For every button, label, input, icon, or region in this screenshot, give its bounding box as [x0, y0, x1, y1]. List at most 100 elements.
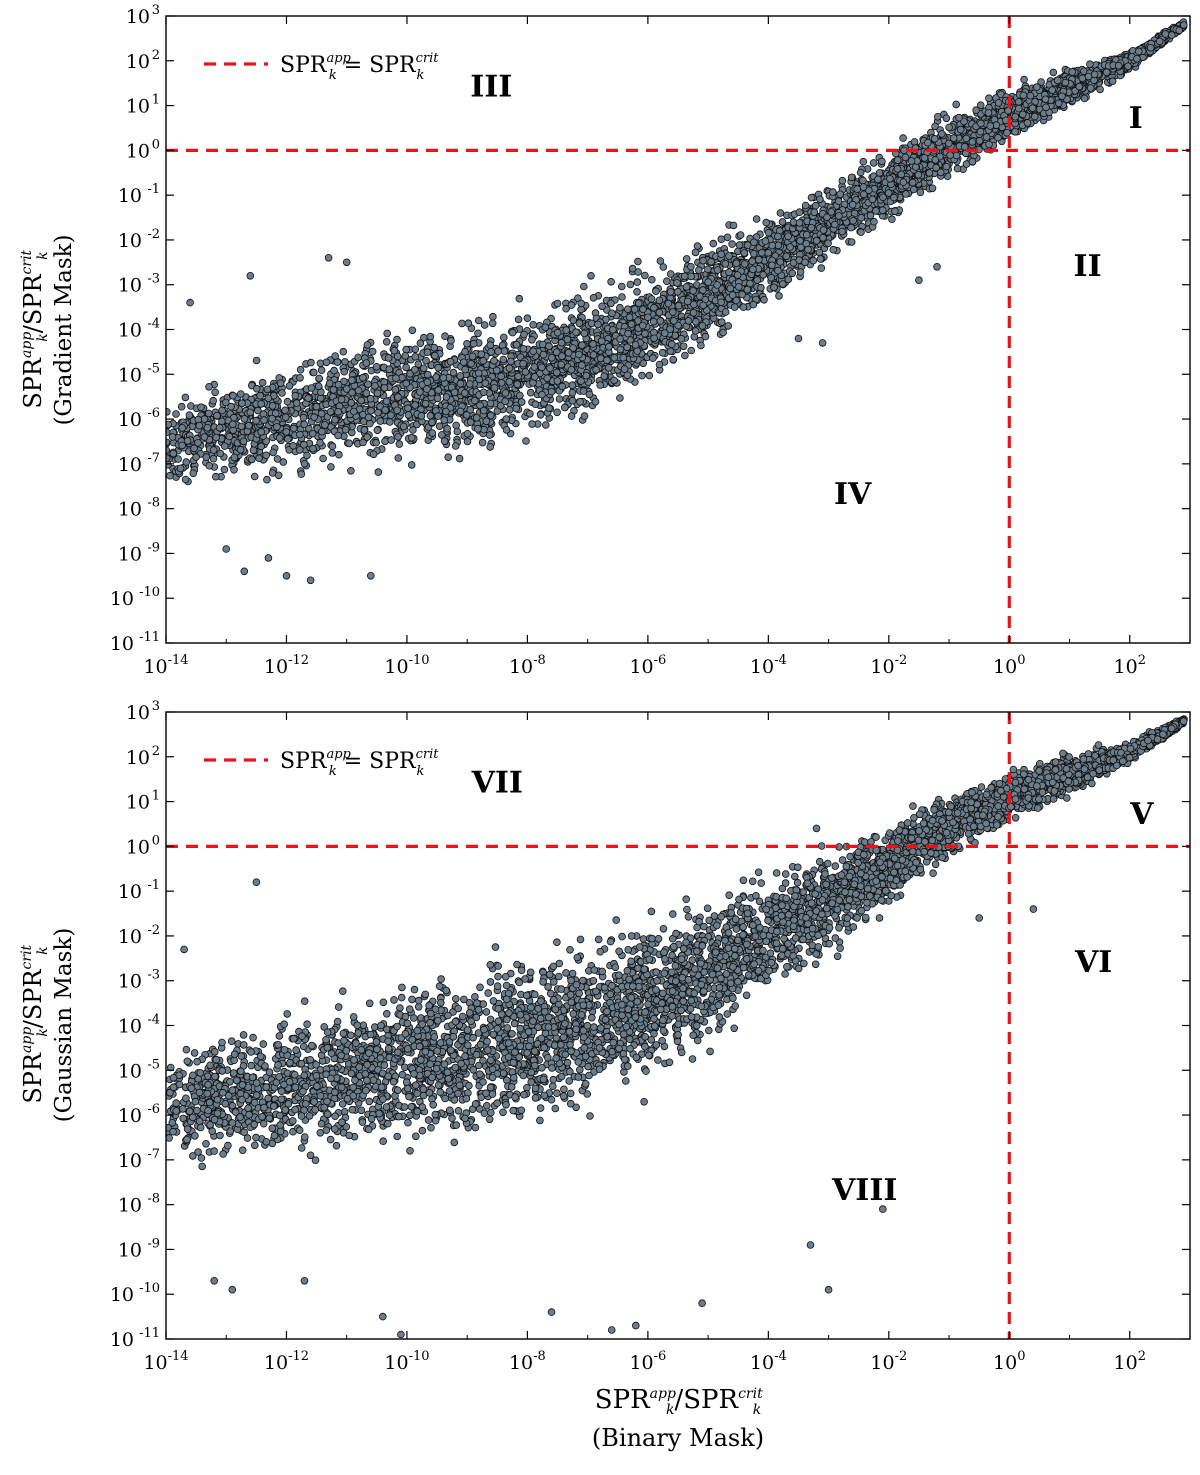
- scatter-point: [890, 193, 898, 202]
- scatter-point: [660, 329, 669, 337]
- scatter-point: [440, 416, 449, 424]
- scatter-point: [669, 355, 677, 364]
- scatter-point: [547, 353, 556, 362]
- scatter-point: [623, 371, 632, 380]
- scatter-point: [452, 421, 461, 430]
- scatter-point: [318, 427, 326, 436]
- scatter-point: [864, 186, 873, 195]
- scatter-point: [767, 273, 775, 282]
- scatter-point: [875, 169, 884, 177]
- scatter-point: [735, 241, 744, 249]
- scatter-point: [393, 335, 401, 344]
- scatter-point: [578, 341, 586, 349]
- scatter-point: [579, 282, 588, 291]
- scatter-point: [649, 354, 657, 362]
- scatter-point: [442, 393, 451, 401]
- scatter-point: [717, 250, 725, 259]
- scatter-point: [434, 386, 443, 394]
- scatter-point: [802, 231, 811, 239]
- scatter-point: [634, 268, 642, 276]
- scatter-point: [576, 397, 584, 406]
- scatter-point: [633, 278, 642, 286]
- scatter-point: [677, 334, 686, 343]
- scatter-point: [407, 461, 416, 469]
- scatter-point: [307, 384, 316, 392]
- scatter-point: [733, 271, 742, 279]
- scatter-point: [310, 413, 319, 422]
- scatter-point: [952, 151, 961, 160]
- scatter-point: [462, 411, 471, 419]
- scatter-point: [423, 348, 432, 357]
- scatter-point: [625, 313, 634, 322]
- scatter-point: [296, 430, 304, 439]
- scatter-point: [281, 406, 289, 415]
- scatter-point: [925, 169, 934, 177]
- scatter-point: [664, 299, 673, 308]
- scatter-point: [487, 348, 495, 356]
- scatter-point: [541, 421, 550, 429]
- scatter-point: [704, 265, 712, 274]
- scatter-point: [296, 373, 304, 382]
- scatter-point: [687, 346, 695, 355]
- scatter-point: [349, 407, 358, 416]
- scatter-point: [205, 409, 213, 418]
- scatter-point: [435, 422, 444, 431]
- scatter-point: [713, 266, 722, 274]
- scatter-point: [458, 319, 466, 328]
- scatter-point: [172, 410, 180, 418]
- scatter-point: [812, 236, 821, 245]
- scatter-point: [634, 257, 642, 266]
- scatter-point: [402, 363, 410, 372]
- scatter-point: [610, 376, 618, 385]
- scatter-point: [381, 437, 389, 446]
- scatter-point: [824, 239, 832, 248]
- scatter-point: [317, 409, 326, 418]
- scatter-point: [560, 403, 569, 412]
- scatter-point: [594, 320, 602, 329]
- scatter-point: [205, 382, 213, 391]
- scatter-point: [1049, 68, 1058, 77]
- scatter-point: [461, 365, 470, 374]
- scatter-point: [309, 368, 318, 377]
- scatter-point: [385, 365, 394, 374]
- scatter-point: [942, 162, 951, 171]
- scatter-point: [505, 405, 514, 414]
- scatter-point: [300, 420, 309, 429]
- scatter-point: [531, 400, 540, 409]
- scatter-point: [691, 317, 700, 326]
- scatter-point: [553, 299, 562, 308]
- scatter-point: [321, 421, 329, 429]
- scatter-point: [252, 356, 261, 365]
- scatter-point: [303, 451, 311, 460]
- scatter-point: [649, 317, 658, 326]
- scatter-point: [1086, 60, 1094, 68]
- scatter-point: [499, 355, 508, 364]
- scatter-point: [273, 455, 282, 463]
- scatter-point: [568, 396, 577, 405]
- scatter-point: [762, 218, 770, 227]
- scatter-point: [514, 372, 522, 381]
- scatter-point: [1048, 86, 1056, 94]
- scatter-point: [575, 350, 583, 359]
- scatter-point: [220, 442, 229, 450]
- scatter-point: [928, 184, 937, 193]
- scatter-point: [567, 365, 576, 374]
- scatter-point: [1168, 31, 1176, 39]
- scatter-point: [472, 413, 481, 422]
- scatter-point: [211, 388, 219, 397]
- scatter-point: [838, 227, 846, 236]
- scatter-point: [478, 438, 487, 447]
- scatter-point: [936, 168, 945, 177]
- scatter-point: [410, 365, 419, 374]
- scatter-point: [372, 438, 380, 447]
- scatter-point: [618, 293, 626, 301]
- scatter-point: [816, 255, 825, 263]
- scatter-point: [328, 449, 337, 457]
- scatter-point: [359, 438, 367, 447]
- scatter-point: [721, 260, 730, 268]
- scatter-point: [815, 248, 824, 257]
- scatter-point: [325, 379, 334, 388]
- scatter-point: [279, 458, 288, 466]
- scatter-point: [666, 270, 675, 278]
- scatter-point: [486, 443, 495, 451]
